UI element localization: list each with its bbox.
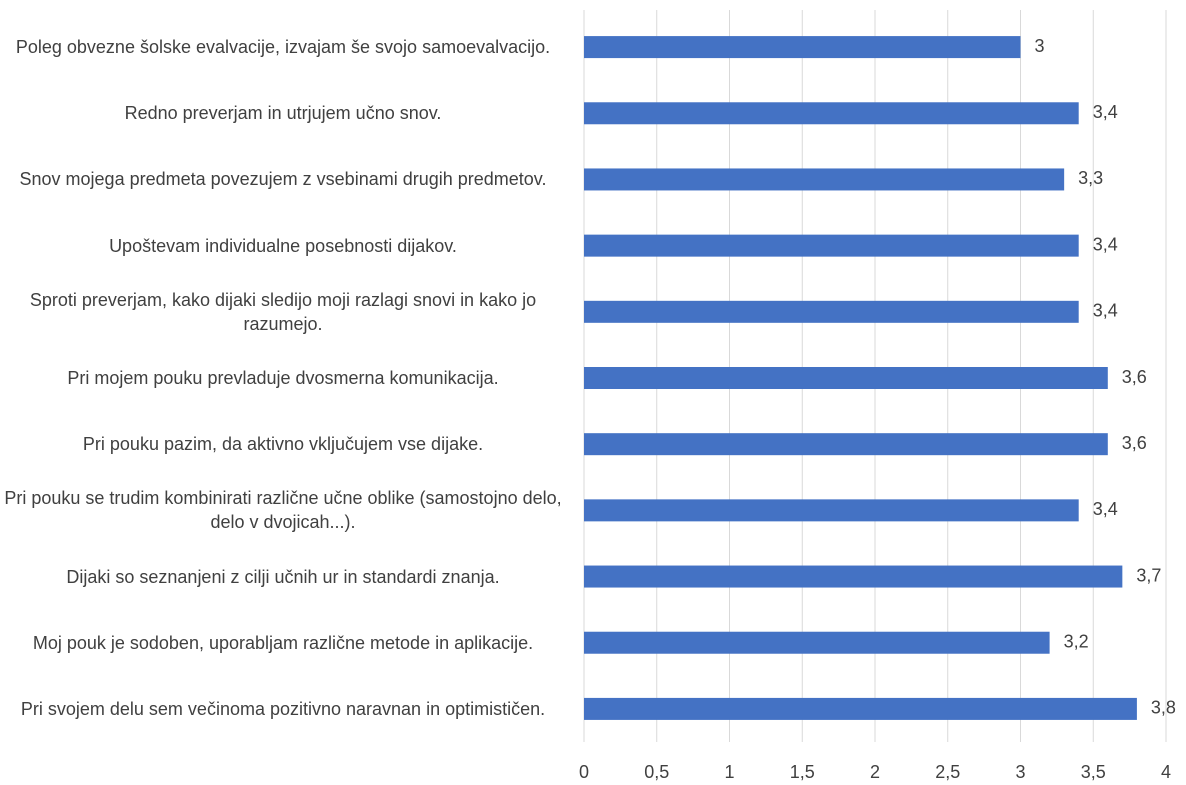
value-label: 3	[1035, 36, 1045, 56]
category-label: Pri svojem delu sem večinoma pozitivno n…	[20, 698, 546, 719]
x-tick-label: 2	[870, 762, 880, 782]
value-label: 3,4	[1093, 301, 1118, 321]
value-label: 3,4	[1093, 234, 1118, 254]
value-label: 3,7	[1136, 565, 1161, 585]
x-tick-label: 0	[579, 762, 589, 782]
category-label: Snov mojega predmeta povezujem z vsebina…	[19, 169, 547, 190]
bar	[584, 300, 1079, 323]
bar	[584, 36, 1021, 59]
bar	[584, 168, 1065, 191]
x-tick-label: 1,5	[790, 762, 815, 782]
x-tick-label: 0,5	[644, 762, 669, 782]
bar	[584, 565, 1123, 588]
category-label: Upoštevam individualne posebnosti dijako…	[109, 235, 457, 256]
x-tick-label: 3,5	[1081, 762, 1106, 782]
bar	[584, 631, 1050, 654]
category-label: Redno preverjam in utrjujem učno snov.	[124, 103, 442, 124]
bar	[584, 499, 1079, 522]
category-label: Moj pouk je sodoben, uporabljam različne…	[32, 632, 534, 653]
category-label: Poleg obvezne šolske evalvacije, izvajam…	[15, 37, 551, 58]
bar	[584, 102, 1079, 125]
bar	[584, 433, 1108, 456]
value-label: 3,8	[1151, 698, 1176, 718]
bar	[584, 367, 1108, 389]
value-label: 3,4	[1093, 102, 1118, 122]
bar	[584, 697, 1137, 720]
value-label: 3,2	[1064, 631, 1089, 651]
x-tick-label: 3	[1015, 762, 1025, 782]
value-label: 3,6	[1122, 367, 1147, 387]
x-tick-label: 1	[724, 762, 734, 782]
bar	[584, 234, 1079, 257]
category-label: Pri mojem pouku prevladuje dvosmerna kom…	[67, 368, 499, 388]
x-tick-label: 2,5	[935, 762, 960, 782]
value-label: 3,6	[1122, 433, 1147, 453]
category-label: Pri pouku pazim, da aktivno vključujem v…	[82, 434, 484, 455]
category-label: Dijaki so seznanjeni z cilji učnih ur in…	[66, 566, 500, 587]
category-label: Pri pouku se trudim kombinirati različne…	[4, 488, 562, 533]
value-label: 3,4	[1093, 499, 1118, 519]
value-label: 3,3	[1078, 168, 1103, 188]
category-label: Sproti preverjam, kako dijaki sledijo mo…	[29, 289, 537, 334]
x-tick-label: 4	[1161, 762, 1171, 782]
